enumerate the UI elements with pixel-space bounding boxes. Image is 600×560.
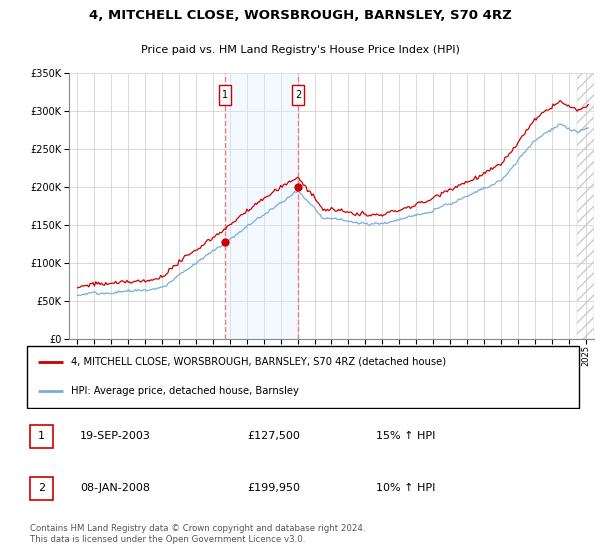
- Text: 2: 2: [38, 483, 45, 493]
- Bar: [225, 73, 298, 339]
- Text: HPI: Average price, detached house, Barnsley: HPI: Average price, detached house, Barn…: [71, 386, 299, 396]
- Text: £199,950: £199,950: [247, 483, 300, 493]
- Text: £127,500: £127,500: [247, 431, 300, 441]
- Text: 1: 1: [222, 90, 228, 100]
- Bar: [292, 86, 304, 105]
- Text: 10% ↑ HPI: 10% ↑ HPI: [376, 483, 435, 493]
- Bar: [220, 86, 231, 105]
- Text: 4, MITCHELL CLOSE, WORSBROUGH, BARNSLEY, S70 4RZ (detached house): 4, MITCHELL CLOSE, WORSBROUGH, BARNSLEY,…: [71, 357, 446, 367]
- Text: Price paid vs. HM Land Registry's House Price Index (HPI): Price paid vs. HM Land Registry's House …: [140, 45, 460, 55]
- Text: 08-JAN-2008: 08-JAN-2008: [80, 483, 150, 493]
- Text: 19-SEP-2003: 19-SEP-2003: [80, 431, 151, 441]
- Text: 15% ↑ HPI: 15% ↑ HPI: [376, 431, 435, 441]
- Text: Contains HM Land Registry data © Crown copyright and database right 2024.
This d: Contains HM Land Registry data © Crown c…: [29, 524, 365, 544]
- Text: 2: 2: [295, 90, 301, 100]
- FancyBboxPatch shape: [29, 477, 53, 500]
- Text: 4, MITCHELL CLOSE, WORSBROUGH, BARNSLEY, S70 4RZ: 4, MITCHELL CLOSE, WORSBROUGH, BARNSLEY,…: [89, 9, 511, 22]
- FancyBboxPatch shape: [27, 346, 579, 408]
- FancyBboxPatch shape: [29, 425, 53, 448]
- Text: 1: 1: [38, 431, 45, 441]
